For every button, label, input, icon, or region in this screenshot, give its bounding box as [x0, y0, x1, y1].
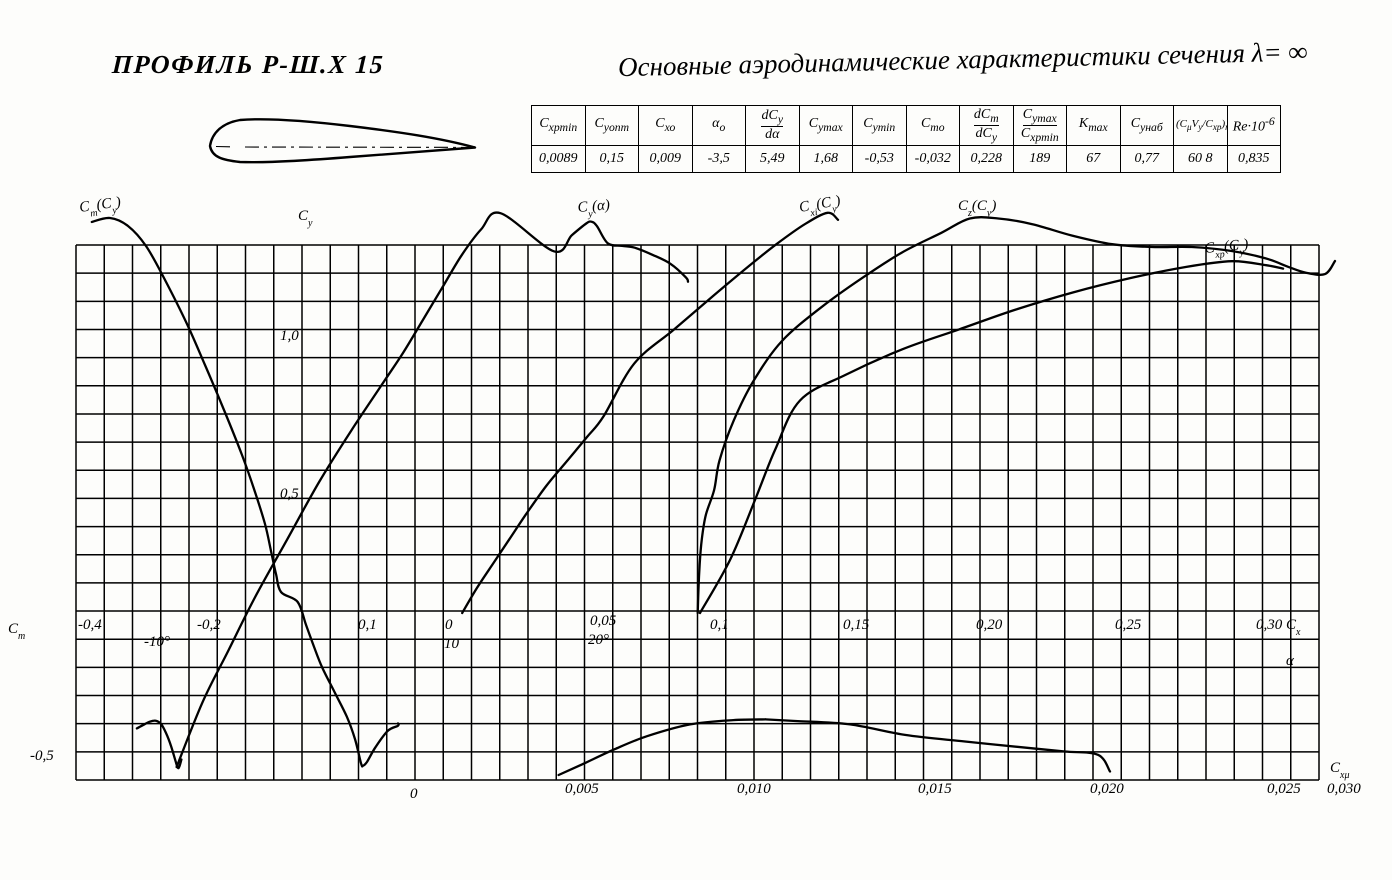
svg-text:0: 0: [445, 617, 453, 633]
svg-text:-10°: -10°: [144, 634, 170, 650]
svg-text:0,030: 0,030: [1327, 781, 1361, 797]
svg-text:-0,4: -0,4: [78, 617, 102, 633]
svg-text:Cm(Cy): Cm(Cy): [78, 194, 122, 220]
svg-text:0,20: 0,20: [976, 617, 1003, 633]
svg-text:α: α: [1286, 653, 1295, 669]
svg-text:0,05: 0,05: [590, 613, 617, 629]
svg-text:Cxμ: Cxμ: [1330, 760, 1350, 781]
svg-text:-0,2: -0,2: [197, 617, 221, 633]
svg-text:0,025: 0,025: [1267, 781, 1301, 797]
svg-text:-0,5: -0,5: [30, 748, 54, 764]
svg-text:0,010: 0,010: [737, 781, 771, 797]
svg-text:Cxp(Cy): Cxp(Cy): [1204, 236, 1250, 261]
svg-text:0,25: 0,25: [1115, 617, 1142, 633]
svg-text:1,0: 1,0: [280, 328, 299, 344]
svg-text:20°: 20°: [588, 632, 609, 648]
svg-text:Cm: Cm: [8, 621, 25, 642]
svg-text:0,020: 0,020: [1090, 781, 1124, 797]
svg-text:0,1: 0,1: [358, 617, 377, 633]
svg-text:0,5: 0,5: [280, 486, 299, 502]
svg-text:0,30: 0,30: [1256, 617, 1283, 633]
svg-text:0,1: 0,1: [710, 617, 729, 633]
svg-text:Cz(Cy): Cz(Cy): [958, 198, 996, 219]
svg-text:Cx: Cx: [1286, 617, 1301, 638]
svg-text:0,005: 0,005: [565, 781, 599, 797]
svg-text:0: 0: [410, 786, 418, 802]
svg-text:Cy: Cy: [298, 208, 313, 229]
svg-text:0,015: 0,015: [918, 781, 952, 797]
svg-text:Cy(α): Cy(α): [577, 197, 611, 220]
svg-text:10: 10: [444, 636, 460, 652]
svg-text:0,15: 0,15: [843, 617, 870, 633]
